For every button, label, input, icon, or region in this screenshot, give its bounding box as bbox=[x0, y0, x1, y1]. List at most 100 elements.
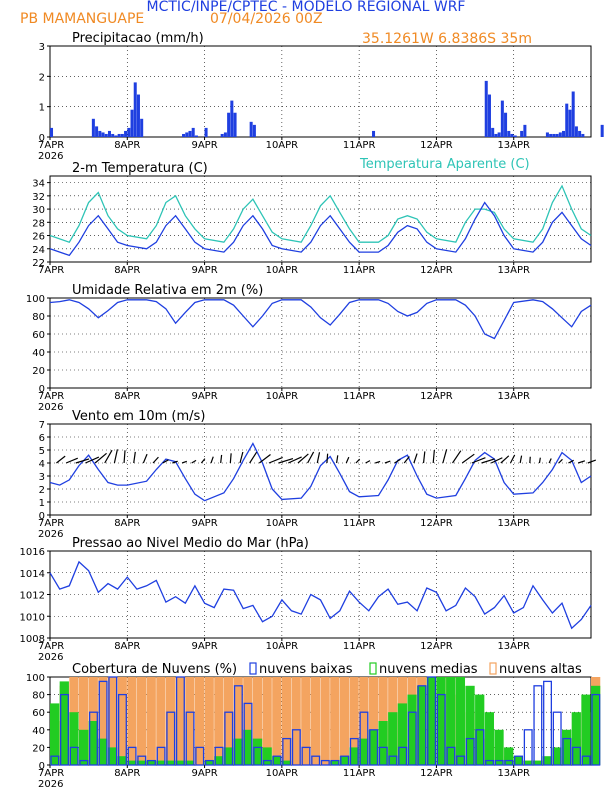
cloud-bar-nuvens-medias bbox=[127, 760, 137, 765]
cloud-bar-nuvens-medias bbox=[146, 760, 156, 765]
x-tick-label: 13APR bbox=[497, 391, 530, 402]
cloud-bar-nuvens-medias bbox=[98, 738, 108, 765]
cloud-bar-nuvens-altas bbox=[78, 677, 89, 765]
wind-barb bbox=[345, 456, 350, 464]
cloud-bar-nuvens-baixas bbox=[562, 737, 572, 766]
cloud-bar-nuvens-baixas bbox=[378, 746, 388, 766]
precip-bar bbox=[504, 112, 508, 137]
wind-barb bbox=[509, 454, 516, 464]
legend-swatch bbox=[369, 662, 377, 675]
y-tick-label: 32 bbox=[32, 192, 45, 203]
precip-bar bbox=[571, 91, 575, 137]
cloud-bar-nuvens-medias bbox=[204, 760, 214, 765]
wind-barb bbox=[297, 453, 309, 464]
y-tick-label: 80 bbox=[32, 691, 45, 702]
cloud-bar-nuvens-altas bbox=[223, 677, 234, 765]
cloud-bar-nuvens-medias bbox=[571, 712, 581, 765]
panel-frame bbox=[49, 175, 592, 263]
x-year-label: 2026 bbox=[38, 779, 63, 790]
precip-bar bbox=[574, 126, 578, 137]
y-tick-label: 1008 bbox=[20, 634, 45, 645]
wind-barb bbox=[181, 460, 188, 464]
y-tick-label: 0 bbox=[39, 761, 45, 772]
panel-title: Pressao ao Nivel Medio do Mar (hPa) bbox=[72, 536, 309, 551]
cloud-bar-nuvens-medias bbox=[117, 756, 127, 765]
precip-bar bbox=[227, 112, 231, 137]
cloud-bar-nuvens-altas bbox=[214, 677, 224, 765]
cloud-bar-nuvens-medias bbox=[78, 729, 89, 765]
precip-bar bbox=[520, 130, 524, 137]
wind-barb bbox=[481, 458, 495, 464]
wind-barb bbox=[210, 456, 214, 464]
panel-title: 2-m Temperatura (C) bbox=[72, 161, 208, 176]
y-tick-label: 20 bbox=[32, 743, 45, 754]
cloud-bar-nuvens-medias bbox=[513, 756, 523, 765]
cloud-bar-nuvens-baixas bbox=[465, 737, 475, 766]
x-tick-label: 10APR bbox=[266, 768, 299, 779]
x-tick-label: 8APR bbox=[114, 265, 140, 276]
cloud-bar-nuvens-baixas bbox=[137, 755, 147, 766]
wind-barb bbox=[384, 460, 391, 464]
x-year-label: 2026 bbox=[38, 151, 63, 162]
cloud-bar-nuvens-altas bbox=[185, 677, 195, 765]
cloud-bar-nuvens-medias bbox=[446, 677, 456, 765]
cloud-bar-nuvens-altas bbox=[98, 677, 108, 765]
precip-bar bbox=[95, 126, 99, 137]
cloud-bar-nuvens-altas bbox=[233, 677, 243, 765]
cloud-bar-nuvens-baixas bbox=[417, 685, 427, 766]
cloud-bar-nuvens-baixas bbox=[98, 680, 108, 766]
cloud-bar-nuvens-altas bbox=[127, 677, 137, 765]
cloud-bar-nuvens-baixas bbox=[388, 755, 398, 766]
precip-bar bbox=[50, 127, 54, 137]
precip-bar bbox=[111, 133, 115, 137]
precip-bar bbox=[581, 133, 585, 137]
y-tick-label: 60 bbox=[32, 330, 45, 341]
legend-label: nuvens altas bbox=[499, 662, 582, 677]
cloud-bar-nuvens-medias bbox=[426, 677, 437, 765]
cloud-bar-nuvens-medias bbox=[359, 738, 369, 765]
precip-bar bbox=[578, 130, 582, 137]
wind-barb bbox=[142, 453, 148, 464]
x-tick-label: 13APR bbox=[497, 140, 530, 151]
cloud-bar-nuvens-baixas bbox=[533, 685, 543, 766]
cloud-bar-nuvens-medias bbox=[368, 729, 379, 765]
wind-barb bbox=[577, 460, 586, 464]
y-tick-label: 1 bbox=[39, 103, 45, 114]
cloud-bar-nuvens-baixas bbox=[427, 676, 437, 766]
cloud-bar-nuvens-baixas bbox=[166, 711, 176, 766]
cloud-bar-nuvens-medias bbox=[523, 760, 533, 765]
wind-barb bbox=[94, 452, 107, 464]
cloud-bar-nuvens-baixas bbox=[175, 676, 185, 766]
cloud-bar-nuvens-altas bbox=[339, 677, 350, 765]
x-tick-label: 12APR bbox=[420, 265, 453, 276]
series-line bbox=[49, 299, 592, 340]
panel-title: Cobertura de Nuvens (%) bbox=[72, 662, 237, 677]
cloud-bar-nuvens-altas bbox=[291, 677, 301, 765]
precip-bar bbox=[230, 100, 234, 137]
precip-bar bbox=[252, 124, 256, 137]
wind-barb bbox=[548, 458, 552, 464]
wind-barb bbox=[422, 451, 426, 464]
panel-frame bbox=[49, 423, 592, 516]
cloud-bar-nuvens-altas bbox=[330, 677, 340, 765]
x-year-label: 2026 bbox=[38, 402, 63, 413]
cloud-bar-nuvens-medias bbox=[88, 721, 98, 765]
wind-barb bbox=[413, 453, 418, 464]
wind-barb bbox=[538, 457, 541, 464]
x-tick-label: 13APR bbox=[497, 641, 530, 652]
cloud-bar-nuvens-baixas bbox=[369, 729, 379, 766]
y-tick-label: 0 bbox=[39, 511, 45, 522]
y-tick-label: 100 bbox=[26, 673, 45, 684]
precip-bar bbox=[558, 132, 562, 137]
cloud-bar-nuvens-medias bbox=[378, 721, 388, 765]
y-tick-label: 34 bbox=[32, 179, 45, 190]
wind-barb bbox=[432, 449, 435, 464]
cloud-bar-nuvens-baixas bbox=[330, 759, 340, 766]
cloud-bar-nuvens-baixas bbox=[320, 759, 330, 766]
wind-barb bbox=[152, 456, 159, 464]
x-tick-label: 7APR bbox=[38, 641, 64, 652]
cloud-bar-nuvens-baixas bbox=[456, 755, 466, 766]
cloud-bar-nuvens-baixas bbox=[108, 676, 118, 766]
x-tick-label: 11APR bbox=[343, 768, 376, 779]
y-tick-label: 7 bbox=[39, 420, 45, 431]
